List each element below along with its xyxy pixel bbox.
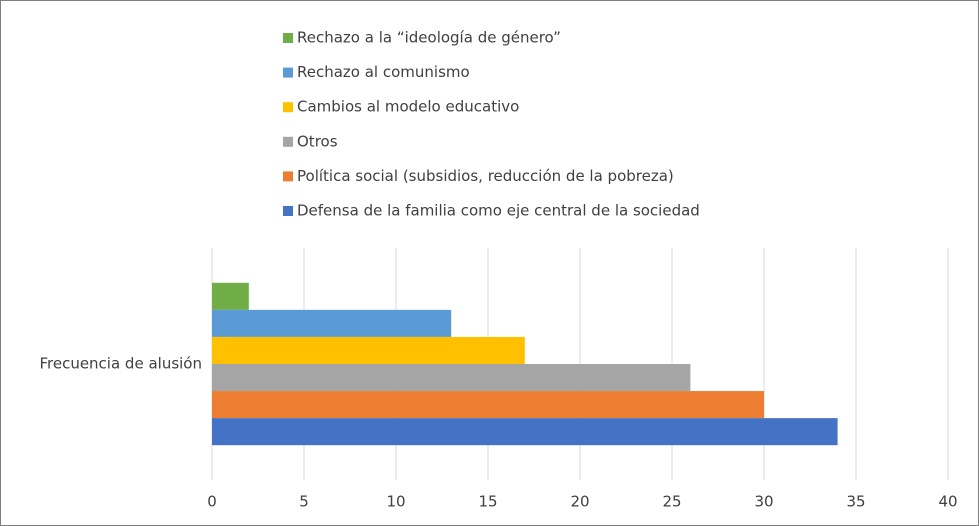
- bar: [212, 391, 764, 419]
- x-tick-label: 25: [662, 493, 681, 511]
- x-tick-label: 35: [846, 493, 865, 511]
- legend-swatch: [283, 206, 293, 216]
- legend-swatch: [283, 171, 293, 182]
- x-tick-label: 15: [478, 493, 497, 511]
- legend-label: Defensa de la familia como eje central d…: [297, 202, 700, 220]
- legend-label: Rechazo a la “ideología de género”: [297, 29, 561, 47]
- legend-swatch: [283, 136, 293, 147]
- x-tick-label: 0: [207, 493, 217, 511]
- legend-swatch: [283, 102, 293, 113]
- bar: [212, 364, 691, 392]
- category-label: Frecuencia de alusión: [39, 355, 202, 373]
- legend-label: Rechazo al comunismo: [297, 63, 470, 81]
- legend-label: Cambios al modelo educativo: [297, 98, 519, 116]
- legend-swatch: [283, 33, 293, 43]
- x-tick-label: 20: [570, 493, 589, 511]
- legend-label: Otros: [297, 132, 338, 150]
- legend-label: Política social (subsidios, reducción de…: [297, 167, 674, 185]
- bar: [212, 282, 249, 310]
- bar: [212, 336, 525, 364]
- bar: [212, 418, 838, 446]
- legend-swatch: [283, 67, 293, 78]
- x-tick-label: 40: [938, 493, 957, 511]
- bar: [212, 309, 452, 337]
- x-tick-label: 10: [386, 493, 405, 511]
- x-tick-label: 5: [299, 493, 309, 511]
- x-tick-label: 30: [754, 493, 773, 511]
